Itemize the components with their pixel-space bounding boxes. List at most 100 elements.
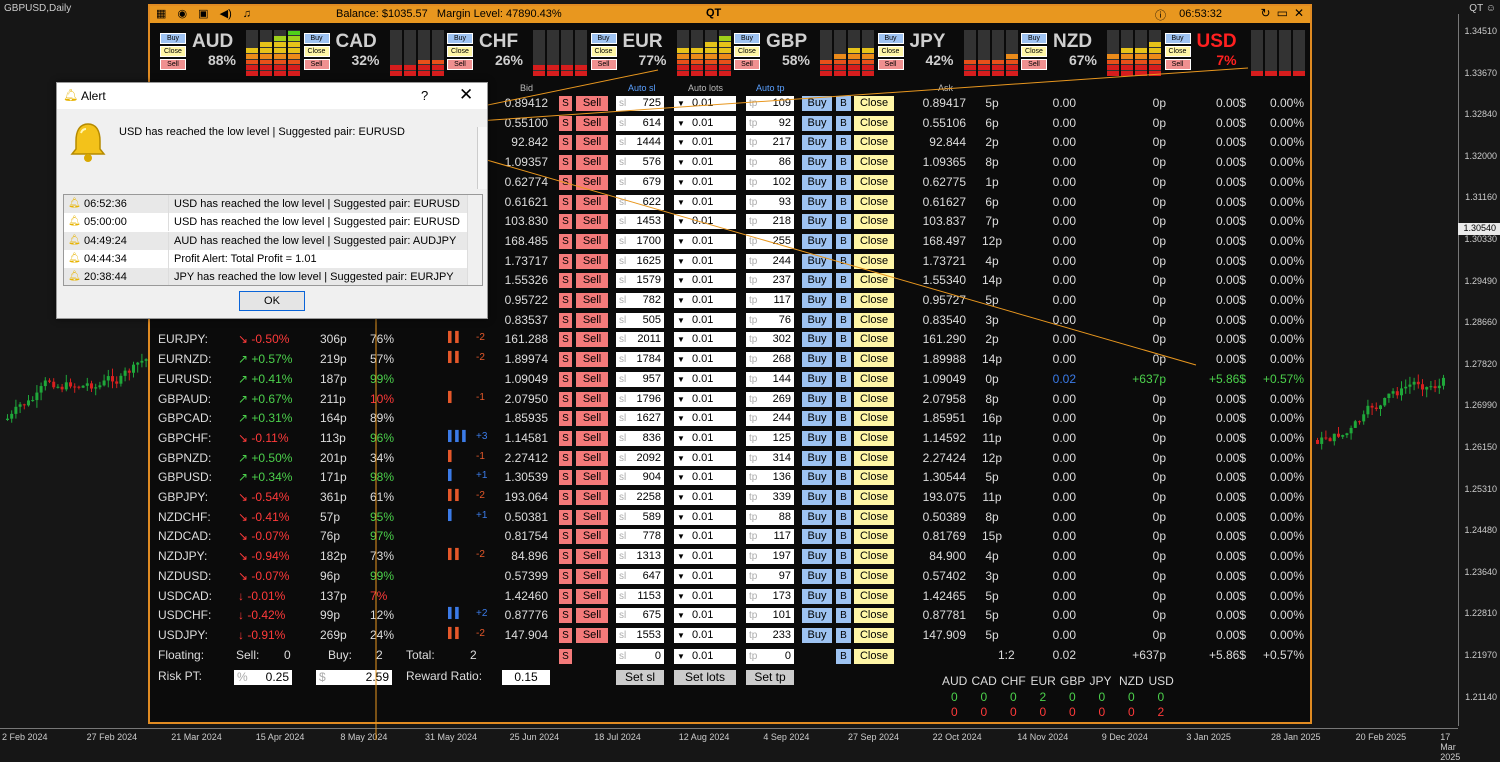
close-button[interactable]: Close — [854, 194, 894, 210]
sell-quick-button[interactable]: S — [559, 588, 572, 604]
sl-field[interactable]: sl 1700 — [616, 233, 664, 249]
sell-button[interactable]: Sell — [576, 273, 608, 289]
lots-field[interactable]: ▼ 0.01 — [674, 549, 736, 565]
buy-quick-button[interactable]: B — [836, 568, 851, 584]
sell-button[interactable]: Sell — [576, 450, 608, 466]
sl-field[interactable]: sl 904 — [616, 470, 664, 486]
chf-buy-button[interactable]: Buy — [447, 33, 473, 44]
pair-name[interactable]: EURUSD: — [158, 371, 213, 386]
close-button[interactable]: Close — [854, 411, 894, 427]
sl-field[interactable]: sl 1784 — [616, 352, 664, 368]
gbp-close-button[interactable]: Close — [734, 46, 760, 57]
lots-field[interactable]: ▼ 0.01 — [674, 450, 736, 466]
price-chart[interactable] — [0, 0, 1500, 745]
buy-button[interactable]: Buy — [802, 312, 832, 328]
buy-quick-button[interactable]: B — [836, 214, 851, 230]
tp-field[interactable]: tp 217 — [746, 135, 794, 151]
lots-field[interactable]: ▼ 0.01 — [674, 233, 736, 249]
sell-quick-button[interactable]: S — [559, 174, 572, 190]
sell-quick-button[interactable]: S — [559, 411, 572, 427]
pair-name[interactable]: GBPAUD: — [158, 391, 212, 406]
buy-button[interactable]: Buy — [802, 430, 832, 446]
close-button[interactable]: Close — [854, 174, 894, 190]
buy-button[interactable]: Buy — [802, 352, 832, 368]
buy-button[interactable]: Buy — [802, 253, 832, 269]
buy-quick-button[interactable]: B — [836, 312, 851, 328]
sell-quick-button[interactable]: S — [559, 529, 572, 545]
tp-field[interactable]: tp 173 — [746, 588, 794, 604]
sl-field[interactable]: sl 1444 — [616, 135, 664, 151]
tp-field[interactable]: tp 117 — [746, 529, 794, 545]
buy-button[interactable]: Buy — [802, 549, 832, 565]
sl-field[interactable]: sl 957 — [616, 371, 664, 387]
buy-button[interactable]: Buy — [802, 588, 832, 604]
buy-button[interactable]: Buy — [802, 490, 832, 505]
camera-icon[interactable]: ▣ — [198, 8, 209, 20]
nzd-buy-button[interactable]: Buy — [1021, 33, 1047, 44]
tp-field[interactable]: tp 268 — [746, 352, 794, 368]
global-sl-field[interactable]: sl 0 — [616, 649, 664, 664]
buy-button[interactable]: Buy — [802, 96, 832, 111]
close-icon[interactable]: ✕ — [1293, 6, 1304, 20]
buy-quick-button[interactable]: B — [836, 352, 851, 368]
sl-field[interactable]: sl 836 — [616, 430, 664, 446]
sell-button[interactable]: Sell — [576, 627, 608, 643]
sell-quick-button[interactable]: S — [559, 233, 572, 249]
aud-buy-button[interactable]: Buy — [160, 33, 186, 44]
lots-field[interactable]: ▼ 0.01 — [674, 155, 736, 171]
close-button[interactable]: Close — [854, 588, 894, 604]
tp-field[interactable]: tp 109 — [746, 96, 794, 111]
close-button[interactable]: Close — [854, 549, 894, 565]
usd-sell-button[interactable]: Sell — [1164, 59, 1191, 70]
tp-field[interactable]: tp 125 — [746, 430, 794, 446]
sl-field[interactable]: sl 1625 — [616, 253, 664, 269]
sl-field[interactable]: sl 782 — [616, 293, 664, 308]
buy-button[interactable]: Buy — [802, 608, 832, 624]
buy-button[interactable]: Buy — [802, 627, 832, 643]
sell-button[interactable]: Sell — [576, 529, 608, 545]
chf-close-button[interactable]: Close — [447, 46, 473, 57]
alert-log-row[interactable]: 🔔︎ 06:52:36 USD has reached the low level … — [64, 195, 468, 213]
buy-quick-button[interactable]: B — [836, 411, 851, 427]
sl-field[interactable]: sl 2092 — [616, 450, 664, 466]
sell-button[interactable]: Sell — [576, 174, 608, 190]
close-button[interactable]: Close — [854, 391, 894, 407]
tp-field[interactable]: tp 92 — [746, 115, 794, 131]
eur-sell-button[interactable]: Sell — [590, 59, 617, 70]
pair-name[interactable]: USDJPY: — [158, 627, 209, 642]
aud-close-button[interactable]: Close — [160, 46, 186, 57]
sell-button[interactable]: Sell — [576, 470, 608, 486]
aud-sell-button[interactable]: Sell — [160, 59, 186, 70]
global-lots-field[interactable]: ▼ 0.01 — [674, 649, 736, 664]
pair-name[interactable]: USDCAD: — [158, 588, 213, 603]
sell-quick-button[interactable]: S — [559, 155, 572, 171]
lots-field[interactable]: ▼ 0.01 — [674, 529, 736, 545]
refresh-icon[interactable]: ↻ — [1260, 6, 1271, 20]
sell-quick-button[interactable]: S — [559, 371, 572, 387]
buy-button[interactable]: Buy — [802, 391, 832, 407]
lots-field[interactable]: ▼ 0.01 — [674, 352, 736, 368]
sell-quick-button[interactable]: S — [559, 430, 572, 446]
pair-name[interactable]: GBPCAD: — [158, 411, 213, 426]
lots-field[interactable]: ▼ 0.01 — [674, 332, 736, 348]
sl-field[interactable]: sl 589 — [616, 509, 664, 525]
buy-button[interactable]: Buy — [802, 568, 832, 584]
gbp-sell-button[interactable]: Sell — [734, 59, 760, 70]
tp-field[interactable]: tp 101 — [746, 608, 794, 624]
chf-sell-button[interactable]: Sell — [447, 59, 473, 70]
sell-quick-button[interactable]: S — [559, 135, 572, 151]
tp-field[interactable]: tp 117 — [746, 293, 794, 308]
close-button[interactable]: Close — [854, 115, 894, 131]
buy-button[interactable]: Buy — [802, 332, 832, 348]
set-sl-button[interactable]: Set sl — [616, 670, 664, 685]
global-tp-field[interactable]: tp 0 — [746, 649, 794, 664]
buy-quick-button[interactable]: B — [836, 371, 851, 387]
set-tp-button[interactable]: Set tp — [746, 670, 794, 685]
sell-quick-button[interactable]: S — [559, 391, 572, 407]
sl-field[interactable]: sl 2258 — [616, 490, 664, 505]
sl-field[interactable]: sl 679 — [616, 174, 664, 190]
lots-field[interactable]: ▼ 0.01 — [674, 588, 736, 604]
pair-name[interactable]: USDCHF: — [158, 608, 212, 623]
usd-close-button[interactable]: Close — [1164, 46, 1191, 57]
sell-button[interactable]: Sell — [576, 293, 608, 308]
